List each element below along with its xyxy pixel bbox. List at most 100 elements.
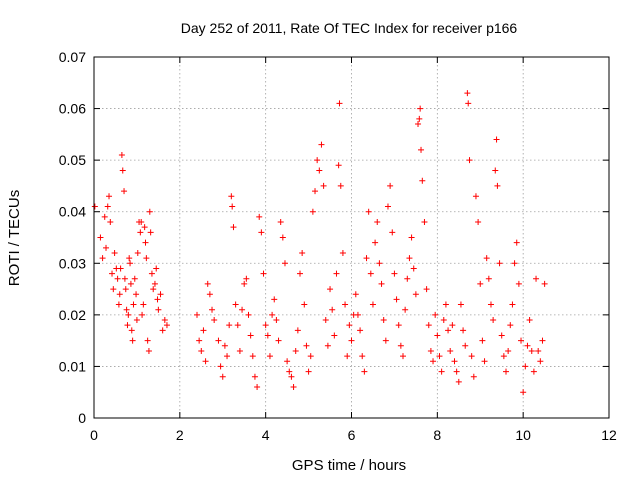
data-point bbox=[511, 260, 518, 267]
data-point bbox=[97, 234, 104, 241]
data-point bbox=[466, 157, 473, 164]
data-point bbox=[138, 219, 145, 226]
data-point bbox=[384, 203, 391, 210]
data-point bbox=[131, 275, 138, 282]
data-point bbox=[301, 301, 308, 308]
data-point bbox=[331, 332, 338, 339]
y-tick-label: 0.07 bbox=[59, 49, 86, 65]
data-point bbox=[490, 317, 497, 324]
y-axis-label: ROTI / TECUs bbox=[6, 190, 23, 286]
data-point bbox=[290, 384, 297, 391]
data-point bbox=[99, 255, 106, 262]
y-tick-label: 0.06 bbox=[59, 101, 86, 117]
data-point bbox=[528, 347, 535, 354]
data-point bbox=[245, 311, 252, 318]
data-point bbox=[518, 337, 525, 344]
data-point bbox=[322, 317, 329, 324]
data-point bbox=[159, 327, 166, 334]
data-points bbox=[91, 90, 548, 396]
data-point bbox=[418, 146, 425, 153]
y-tick-label: 0 bbox=[78, 410, 86, 426]
data-point bbox=[146, 208, 153, 215]
data-point bbox=[109, 270, 116, 277]
data-point bbox=[505, 347, 512, 354]
data-point bbox=[481, 358, 488, 365]
y-tick-label: 0.03 bbox=[59, 255, 86, 271]
data-point bbox=[154, 296, 161, 303]
data-point bbox=[365, 208, 372, 215]
data-point bbox=[219, 373, 226, 380]
data-point bbox=[434, 332, 441, 339]
x-tick-label: 8 bbox=[433, 427, 441, 443]
data-point bbox=[128, 327, 135, 334]
data-point bbox=[281, 260, 288, 267]
data-point bbox=[369, 301, 376, 308]
data-point bbox=[372, 239, 379, 246]
data-point bbox=[200, 327, 207, 334]
data-point bbox=[337, 182, 344, 189]
data-point bbox=[472, 193, 479, 200]
data-point bbox=[297, 270, 303, 277]
data-point bbox=[256, 213, 263, 220]
data-point bbox=[410, 265, 417, 272]
data-point bbox=[299, 249, 306, 256]
data-point bbox=[442, 301, 449, 308]
data-point bbox=[196, 337, 203, 344]
data-point bbox=[539, 337, 546, 344]
data-point bbox=[530, 368, 537, 375]
data-point bbox=[114, 275, 121, 282]
data-point bbox=[239, 306, 246, 313]
data-point bbox=[393, 296, 400, 303]
data-point bbox=[316, 167, 323, 174]
data-point bbox=[416, 115, 423, 122]
data-point bbox=[324, 342, 331, 349]
data-point bbox=[116, 291, 123, 298]
data-point bbox=[515, 280, 522, 287]
data-point bbox=[104, 203, 111, 210]
data-point bbox=[122, 286, 129, 293]
data-point bbox=[329, 306, 336, 313]
data-point bbox=[493, 136, 500, 143]
x-tick-label: 2 bbox=[176, 427, 184, 443]
data-point bbox=[121, 275, 128, 282]
data-point bbox=[537, 358, 544, 365]
y-axis: 0 0.01 0.02 0.03 0.04 0.05 0.06 0.07 bbox=[59, 49, 609, 426]
data-point bbox=[389, 229, 396, 236]
data-point bbox=[129, 337, 136, 344]
data-point bbox=[206, 291, 213, 298]
data-point bbox=[107, 219, 114, 226]
data-point bbox=[151, 280, 158, 287]
data-point bbox=[344, 353, 351, 360]
data-point bbox=[111, 249, 118, 256]
data-point bbox=[421, 219, 428, 226]
data-point bbox=[475, 219, 482, 226]
data-point bbox=[387, 182, 394, 189]
data-point bbox=[264, 332, 271, 339]
data-point bbox=[314, 157, 321, 164]
data-point bbox=[438, 368, 445, 375]
data-point bbox=[464, 90, 471, 97]
data-point bbox=[211, 317, 218, 324]
y-tick-label: 0.05 bbox=[59, 152, 86, 168]
data-point bbox=[133, 291, 140, 298]
y-tick-label: 0.01 bbox=[59, 358, 86, 374]
data-point bbox=[271, 296, 278, 303]
data-point bbox=[432, 311, 439, 318]
data-point bbox=[204, 280, 211, 287]
data-point bbox=[127, 260, 134, 267]
data-point bbox=[451, 358, 458, 365]
data-point bbox=[279, 234, 286, 241]
data-point bbox=[436, 353, 443, 360]
data-point bbox=[194, 311, 200, 318]
data-point bbox=[254, 384, 261, 391]
data-point bbox=[404, 275, 411, 282]
data-point bbox=[150, 286, 157, 293]
data-point bbox=[133, 317, 140, 324]
data-point bbox=[430, 358, 437, 365]
data-point bbox=[408, 234, 415, 241]
data-point bbox=[483, 255, 490, 262]
data-point bbox=[125, 311, 132, 318]
data-point bbox=[232, 301, 239, 308]
data-point bbox=[153, 265, 160, 272]
data-point bbox=[522, 363, 529, 370]
